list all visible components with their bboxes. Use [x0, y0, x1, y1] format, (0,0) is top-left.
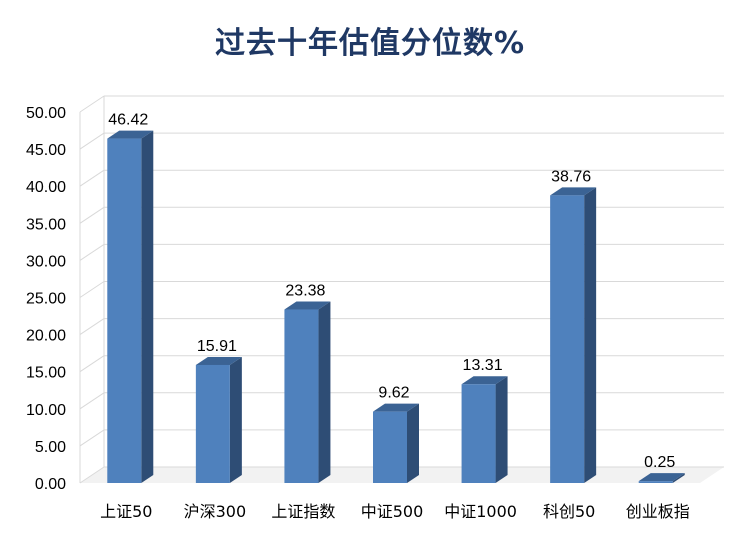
x-tick-label: 中证1000 [444, 502, 517, 521]
y-tick-label: 40.00 [26, 179, 66, 196]
bar-top [107, 130, 154, 139]
bar [284, 309, 319, 483]
y-tick-label: 45.00 [26, 142, 66, 159]
y-tick-label: 50.00 [26, 105, 66, 122]
bar-side [584, 187, 597, 483]
y-tick-label: 10.00 [26, 402, 66, 419]
bar [638, 481, 673, 483]
bar [550, 195, 585, 483]
bar-top [638, 473, 685, 482]
gridline-wall [79, 281, 105, 298]
data-label: 23.38 [285, 283, 325, 300]
x-tick-label: 上证指数 [271, 502, 335, 521]
x-tick-label: 科创50 [543, 502, 595, 521]
y-tick-label: 15.00 [26, 365, 66, 382]
data-label: 15.91 [197, 338, 237, 355]
gridline-wall [79, 466, 105, 484]
bar-side [141, 130, 154, 483]
gridline-wall [79, 392, 105, 410]
bar [107, 138, 142, 483]
gridline-wall [79, 206, 105, 224]
x-tick-label: 中证500 [361, 502, 424, 521]
data-label: 38.76 [551, 168, 591, 185]
bar-top [284, 301, 331, 310]
bar-side [495, 376, 508, 483]
bar-top [550, 187, 597, 196]
data-label: 13.31 [463, 357, 503, 374]
gridline-wall [79, 95, 105, 113]
x-tick-label: 创业板指 [626, 502, 690, 521]
gridline-wall [79, 355, 105, 373]
data-label: 0.25 [644, 454, 675, 471]
y-tick-label: 25.00 [26, 291, 66, 308]
bar [461, 384, 496, 483]
bar [195, 364, 230, 483]
bar-side [229, 356, 242, 483]
bar-side [407, 403, 419, 483]
x-tick-label: 沪深300 [184, 502, 247, 521]
y-tick-label: 35.00 [26, 216, 66, 233]
gridline-wall [79, 429, 105, 447]
y-tick-label: 0.00 [35, 476, 66, 493]
data-label: 9.62 [378, 385, 409, 402]
bar-top [461, 376, 508, 385]
y-tick-label: 30.00 [26, 253, 66, 270]
y-tick-label: 5.00 [35, 439, 66, 456]
bar-side [672, 473, 685, 483]
gridline-wall [79, 169, 105, 187]
y-tick-label: 20.00 [26, 328, 66, 345]
bar-top [195, 356, 242, 365]
bar-top [373, 403, 419, 412]
bar [373, 411, 407, 483]
chart-title: 过去十年估值分位数% [214, 26, 526, 61]
data-label: 46.42 [108, 112, 148, 129]
gridline-wall [79, 132, 105, 150]
gridline-wall [79, 318, 105, 336]
x-tick-label: 上证50 [100, 502, 152, 521]
bar-side [318, 301, 331, 483]
gridline-wall [79, 243, 105, 261]
